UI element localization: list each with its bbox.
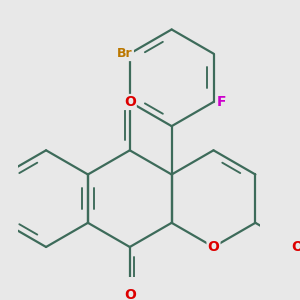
Text: Br: Br <box>117 47 133 60</box>
Text: O: O <box>124 95 136 109</box>
Text: O: O <box>208 240 219 254</box>
Text: O: O <box>124 288 136 300</box>
Text: F: F <box>217 95 226 109</box>
Text: O: O <box>291 240 300 254</box>
